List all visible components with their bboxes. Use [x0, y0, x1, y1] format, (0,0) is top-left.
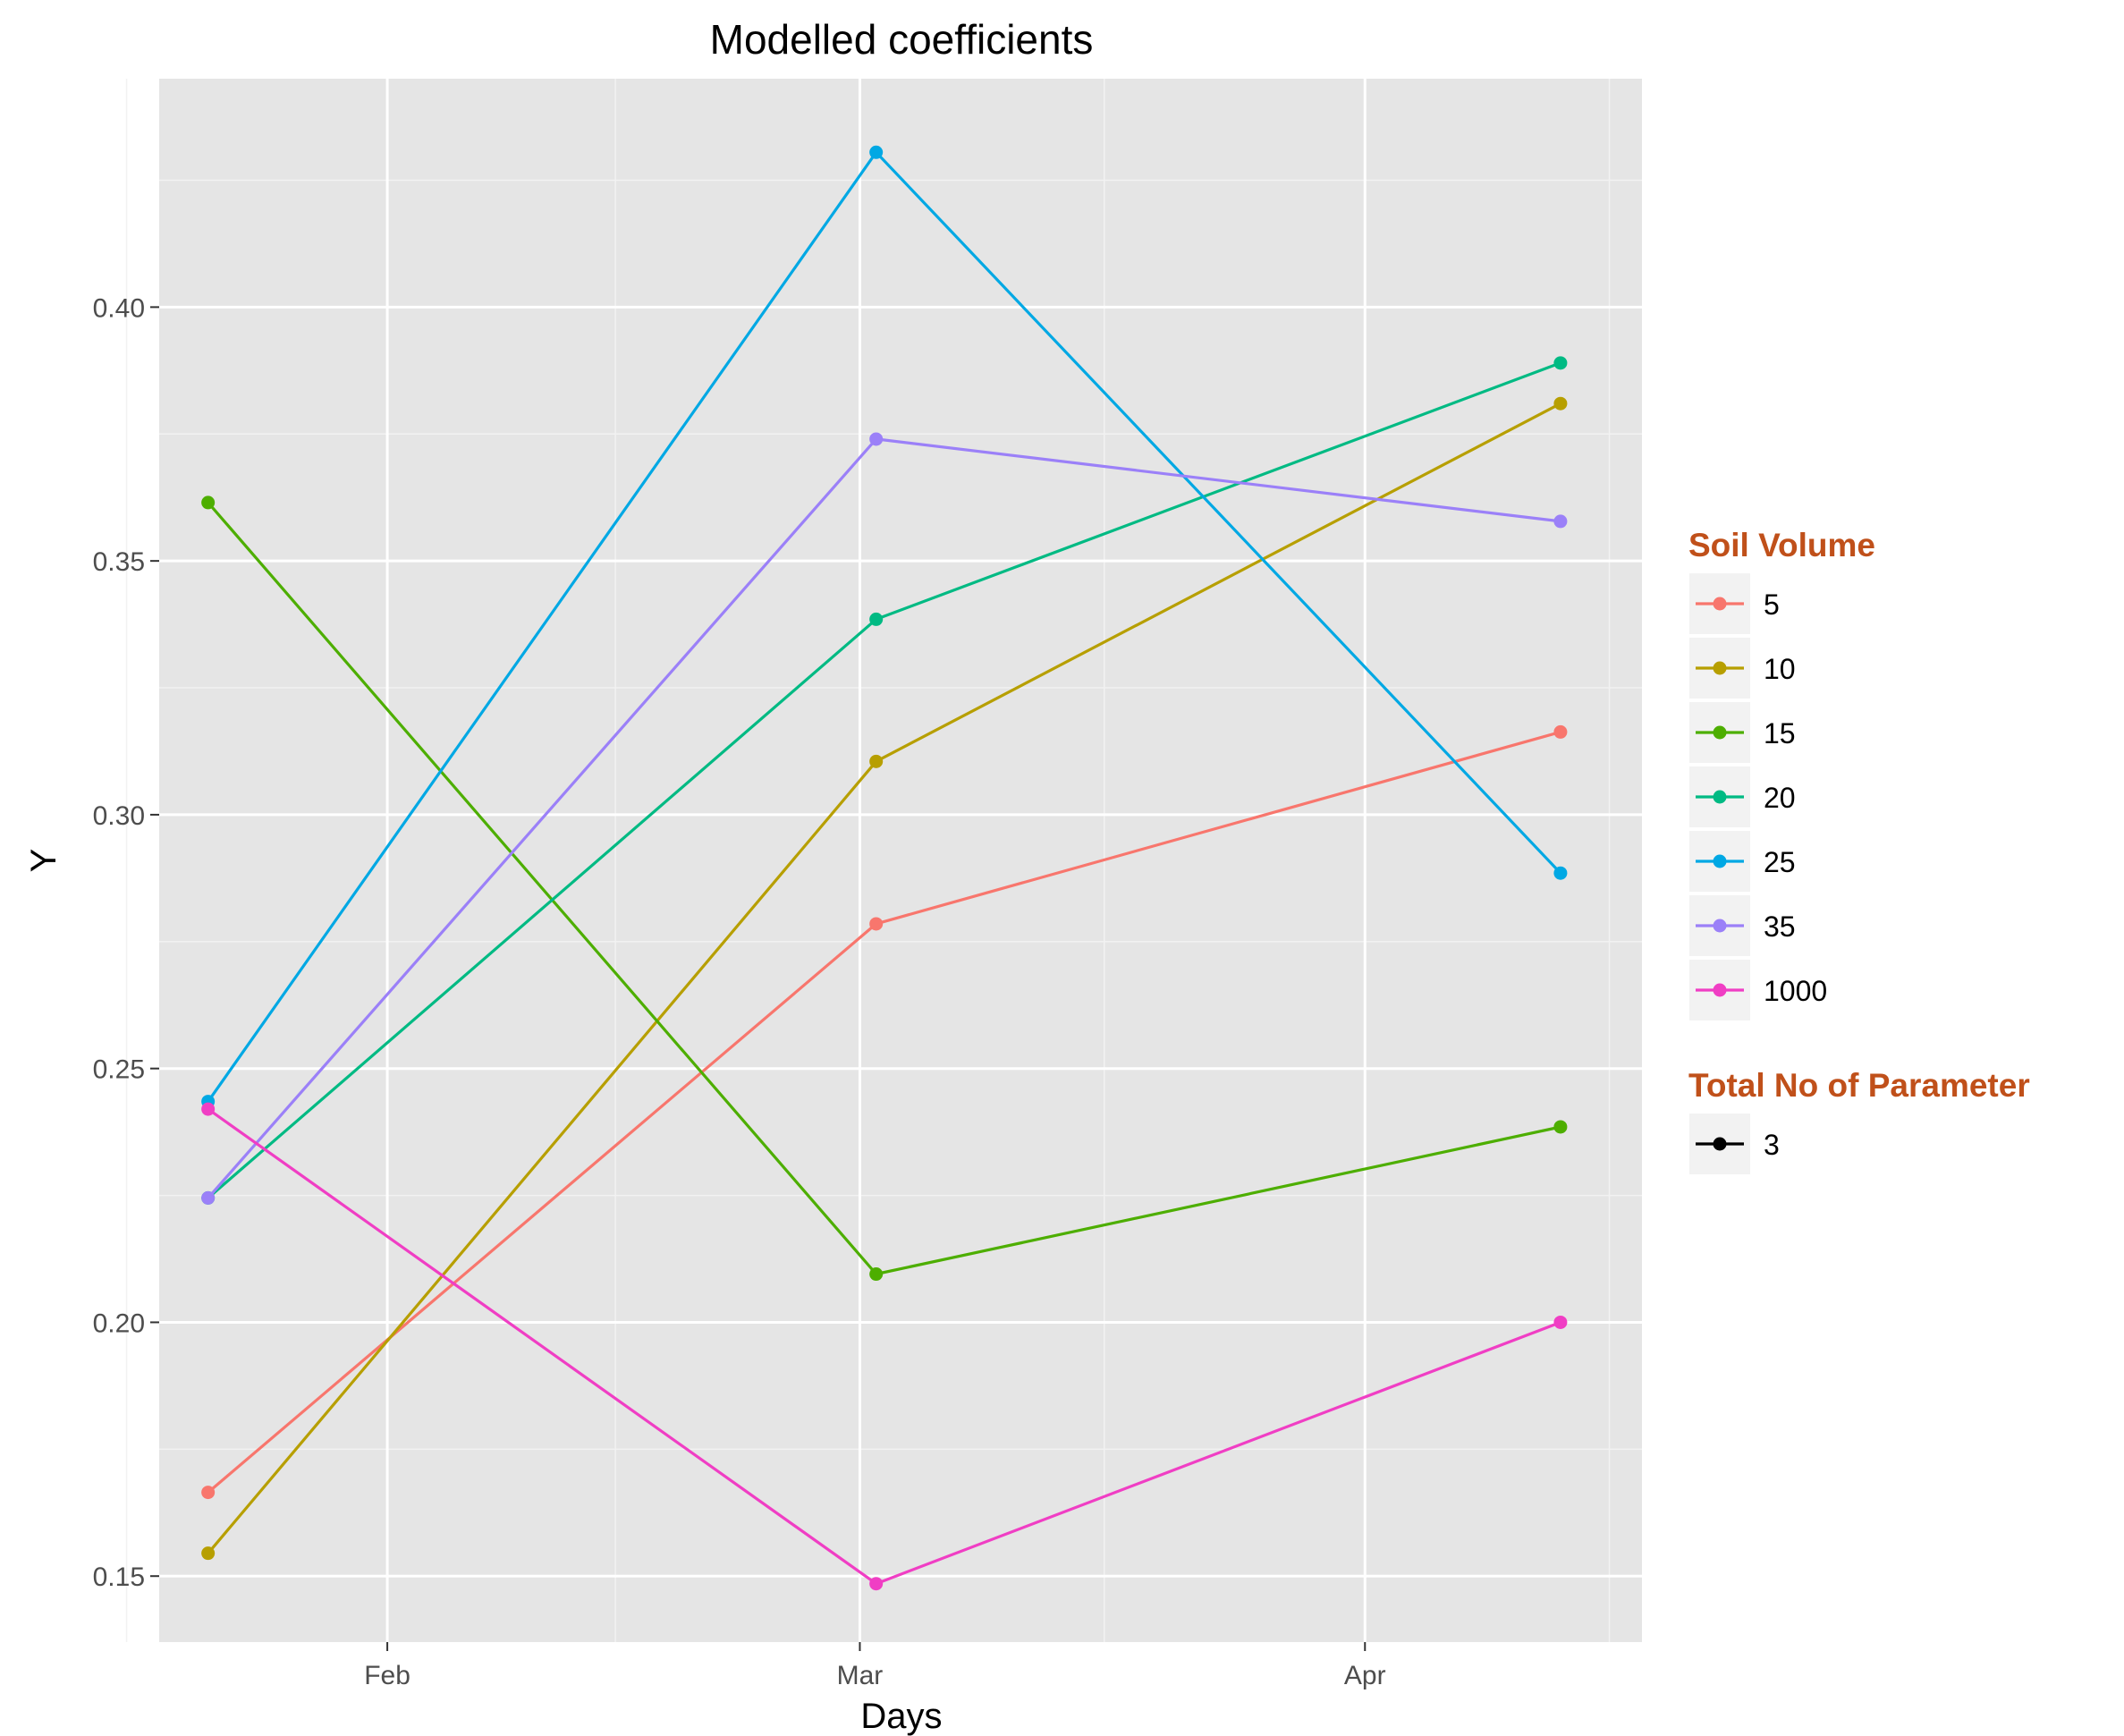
y-tick-label: 0.40 — [93, 293, 145, 323]
series-35 — [201, 432, 1568, 1205]
legend-title: Total No of Parameter — [1688, 1067, 2030, 1104]
data-point — [201, 1546, 216, 1561]
y-tick-label: 0.20 — [93, 1308, 145, 1338]
data-point — [1553, 866, 1568, 880]
plot-panel — [159, 79, 1642, 1642]
data-point — [201, 1102, 216, 1116]
legend-parameter: Total No of Parameter 3 — [1688, 1067, 2030, 1174]
data-point — [869, 1267, 884, 1282]
data-point — [1553, 514, 1568, 529]
legend-key-point — [1713, 597, 1727, 611]
x-axis-title: Days — [860, 1697, 942, 1736]
legend-item: 3 — [1689, 1114, 1780, 1174]
legend-label: 20 — [1764, 782, 1796, 814]
data-point — [1553, 724, 1568, 739]
data-point — [1553, 1315, 1568, 1329]
legend: Soil Volume 5 10 15 20 25 35 1000 Total No of Pa… — [1688, 527, 2030, 1174]
legend-item: 10 — [1689, 638, 1796, 699]
y-tick-label: 0.15 — [93, 1562, 145, 1592]
x-tick-label: Feb — [364, 1661, 410, 1690]
chart-title: Modelled coefficients — [710, 16, 1094, 63]
data-point — [869, 432, 884, 446]
y-tick-label: 0.25 — [93, 1055, 145, 1085]
data-point — [869, 612, 884, 626]
data-point — [201, 1190, 216, 1205]
data-point — [869, 1577, 884, 1591]
series-10 — [201, 396, 1568, 1561]
legend-key-point — [1713, 919, 1727, 933]
legend-label: 15 — [1764, 717, 1796, 749]
axis-ticks: Feb Mar Apr 0.15 0.20 0.25 0.30 0.35 0.40 — [93, 293, 1386, 1690]
legend-item: 1000 — [1689, 960, 1827, 1020]
series-5 — [201, 724, 1568, 1500]
data-point — [201, 1486, 216, 1500]
legend-key-point — [1713, 790, 1727, 804]
x-tick-label: Mar — [837, 1661, 884, 1690]
minor-gridlines — [125, 79, 1642, 1642]
legend-label: 10 — [1764, 653, 1796, 685]
legend-item: 15 — [1689, 702, 1796, 763]
legend-label: 3 — [1764, 1129, 1780, 1161]
legend-key-point — [1713, 1137, 1727, 1151]
y-tick-label: 0.35 — [93, 547, 145, 577]
legend-key-point — [1713, 983, 1727, 997]
series-1000 — [201, 1102, 1568, 1591]
data-point — [1553, 1120, 1568, 1134]
data-point — [1553, 356, 1568, 370]
data-point — [1553, 396, 1568, 411]
legend-label: 5 — [1764, 589, 1780, 621]
legend-soil-volume: Soil Volume 5 10 15 20 25 35 1000 — [1688, 527, 1875, 1020]
data-point — [869, 145, 884, 159]
y-tick-label: 0.30 — [93, 801, 145, 831]
legend-item: 5 — [1689, 573, 1780, 634]
legend-label: 1000 — [1764, 975, 1827, 1007]
data-point — [201, 495, 216, 510]
legend-item: 20 — [1689, 766, 1796, 827]
legend-label: 25 — [1764, 846, 1796, 878]
legend-item: 35 — [1689, 895, 1796, 956]
legend-item: 25 — [1689, 831, 1796, 892]
y-axis-title: Y — [24, 849, 63, 873]
legend-key-point — [1713, 725, 1727, 740]
legend-label: 35 — [1764, 910, 1796, 943]
data-point — [869, 754, 884, 768]
data-point — [869, 917, 884, 931]
series-layer — [201, 145, 1568, 1591]
major-gridlines — [159, 79, 1642, 1642]
x-tick-label: Apr — [1344, 1661, 1386, 1690]
legend-key-point — [1713, 854, 1727, 868]
legend-key-point — [1713, 661, 1727, 675]
legend-title: Soil Volume — [1688, 527, 1875, 563]
series-15 — [201, 495, 1568, 1282]
